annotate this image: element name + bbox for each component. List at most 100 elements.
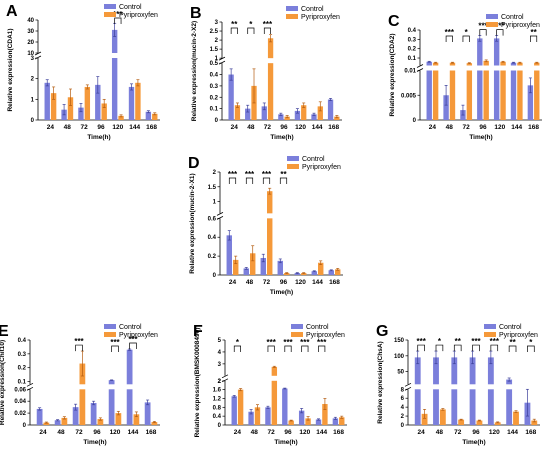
significance-label: *** xyxy=(245,170,255,179)
bar-pyriproxyfen-144 xyxy=(517,70,523,120)
bar-control-48 xyxy=(433,389,439,425)
bar-control-96 xyxy=(95,84,101,120)
y-tick-label: 0.2 xyxy=(18,366,27,372)
axis-break-mark xyxy=(218,56,226,61)
bar-pyriproxyfen-48 xyxy=(67,97,74,120)
bar-control-96-upper xyxy=(469,357,476,385)
significance-label: *** xyxy=(416,337,426,346)
y-axis-label: Relative expression(ChsA) xyxy=(377,341,384,423)
significance-bracket xyxy=(245,177,254,184)
axis-break-mark xyxy=(26,382,34,387)
legend-label-pyriproxyfen: Pyriproxyfen xyxy=(119,12,158,19)
significance-label: *** xyxy=(228,170,238,179)
significance-label: *** xyxy=(471,337,481,346)
y-tick-label: 4 xyxy=(401,405,405,411)
bar-pyriproxyfen-24-upper xyxy=(432,62,439,66)
bar-control-24 xyxy=(36,408,43,425)
bar-control-144 xyxy=(315,419,322,425)
y-tick-label: 40 xyxy=(27,18,34,24)
bar-pyriproxyfen-48 xyxy=(449,70,456,120)
significance-bracket xyxy=(530,35,538,42)
y-tick-label: 0 xyxy=(213,273,217,279)
y-axis-label: Relative expression(BMSK0008490) xyxy=(194,328,201,438)
bar-control-120 xyxy=(111,58,118,120)
bar-control-24 xyxy=(231,396,237,425)
legend-label-pyriproxyfen: Pyriproxyfen xyxy=(302,164,341,171)
significance-label: ** xyxy=(530,28,537,37)
legend-label-pyriproxyfen: Pyriproxyfen xyxy=(119,332,158,339)
bar-control-72-upper xyxy=(451,357,458,385)
x-tick-label: 24 xyxy=(39,429,47,436)
y-tick-label: 100 xyxy=(394,354,405,360)
axis-break-mark xyxy=(26,386,34,391)
y-tick-label: 30 xyxy=(27,29,34,35)
y-tick-label: 0.5 xyxy=(210,61,219,67)
significance-bracket xyxy=(114,17,122,24)
bar-pyriproxyfen-48 xyxy=(439,409,446,425)
y-tick-label: 150 xyxy=(394,338,405,344)
x-tick-label: 120 xyxy=(489,429,500,436)
y-tick-label: 0 xyxy=(23,423,27,429)
chart-panel-d: D 0 0.2 0.4 0.6 1 1.5 2 Relative expression(muci… xyxy=(188,155,343,296)
x-tick-label: 120 xyxy=(494,124,505,131)
bar-pyriproxyfen-144 xyxy=(317,106,323,120)
significance-bracket xyxy=(301,345,309,352)
bar-pyriproxyfen-24 xyxy=(234,105,241,120)
bar-control-120 xyxy=(294,273,300,275)
bar-control-168 xyxy=(327,99,334,120)
y-tick-label: 2 xyxy=(213,170,217,176)
y-tick-label: 0 xyxy=(31,118,35,124)
chart-panel-e: E 0 0.02 0.04 0.060.1 0.2 0.3 0.4 Relative expre… xyxy=(0,323,160,446)
significance-label: ** xyxy=(280,170,287,179)
legend-swatch-pyriproxyfen xyxy=(286,14,298,19)
y-tick-label: 1.5 xyxy=(210,47,219,53)
significance-label: *** xyxy=(262,170,272,179)
x-tick-label: 24 xyxy=(418,429,426,436)
bar-control-96-upper xyxy=(477,38,483,66)
bar-pyriproxyfen-144 xyxy=(133,414,140,425)
x-tick-label: 168 xyxy=(329,279,340,286)
axis-break-mark xyxy=(404,386,412,391)
legend-swatch-control xyxy=(287,156,299,161)
bar-pyriproxyfen-96 xyxy=(284,273,290,275)
panel-label: F xyxy=(193,323,203,340)
y-tick-label: 0.01 xyxy=(404,69,416,75)
significance-label: *** xyxy=(317,338,327,347)
bar-pyriproxyfen-72 xyxy=(466,70,473,120)
significance-label: *** xyxy=(490,337,500,346)
y-tick-label: 0.4 xyxy=(210,73,219,79)
bar-control-144 xyxy=(128,86,135,120)
y-tick-label: 2 xyxy=(218,379,222,385)
y-tick-label: 0.1 xyxy=(18,380,27,386)
bar-control-144-upper xyxy=(510,62,517,66)
bar-pyriproxyfen-72 xyxy=(267,218,273,275)
bar-control-24 xyxy=(228,74,234,120)
significance-label: * xyxy=(236,338,240,347)
bar-pyriproxyfen-48 xyxy=(61,417,68,425)
x-tick-label: 96 xyxy=(93,429,101,436)
y-tick-label: 0.3 xyxy=(18,352,27,358)
significance-label: ** xyxy=(231,20,238,29)
x-tick-label: 72 xyxy=(264,124,272,131)
y-tick-label: 0.4 xyxy=(408,28,417,34)
x-tick-label: 120 xyxy=(299,429,310,436)
bar-control-48 xyxy=(243,268,249,275)
significance-label: *** xyxy=(74,337,84,346)
y-tick-label: 0.02 xyxy=(14,411,26,417)
x-tick-label: 48 xyxy=(246,279,254,286)
significance-label: *** xyxy=(495,22,505,31)
x-axis-label: Time(h) xyxy=(270,134,293,141)
significance-bracket xyxy=(230,27,238,34)
bar-pyriproxyfen-120 xyxy=(305,418,311,425)
bar-control-48-upper xyxy=(433,357,439,385)
x-tick-label: 168 xyxy=(146,124,157,131)
bar-control-72 xyxy=(260,258,266,275)
legend-swatch-pyriproxyfen xyxy=(104,332,116,337)
x-tick-label: 48 xyxy=(446,124,454,131)
bar-pyriproxyfen-24 xyxy=(233,259,239,275)
bar-pyriproxyfen-168 xyxy=(151,422,158,425)
bar-pyriproxyfen-72-upper xyxy=(267,191,273,214)
significance-bracket xyxy=(279,177,288,184)
x-tick-label: 120 xyxy=(110,429,121,436)
